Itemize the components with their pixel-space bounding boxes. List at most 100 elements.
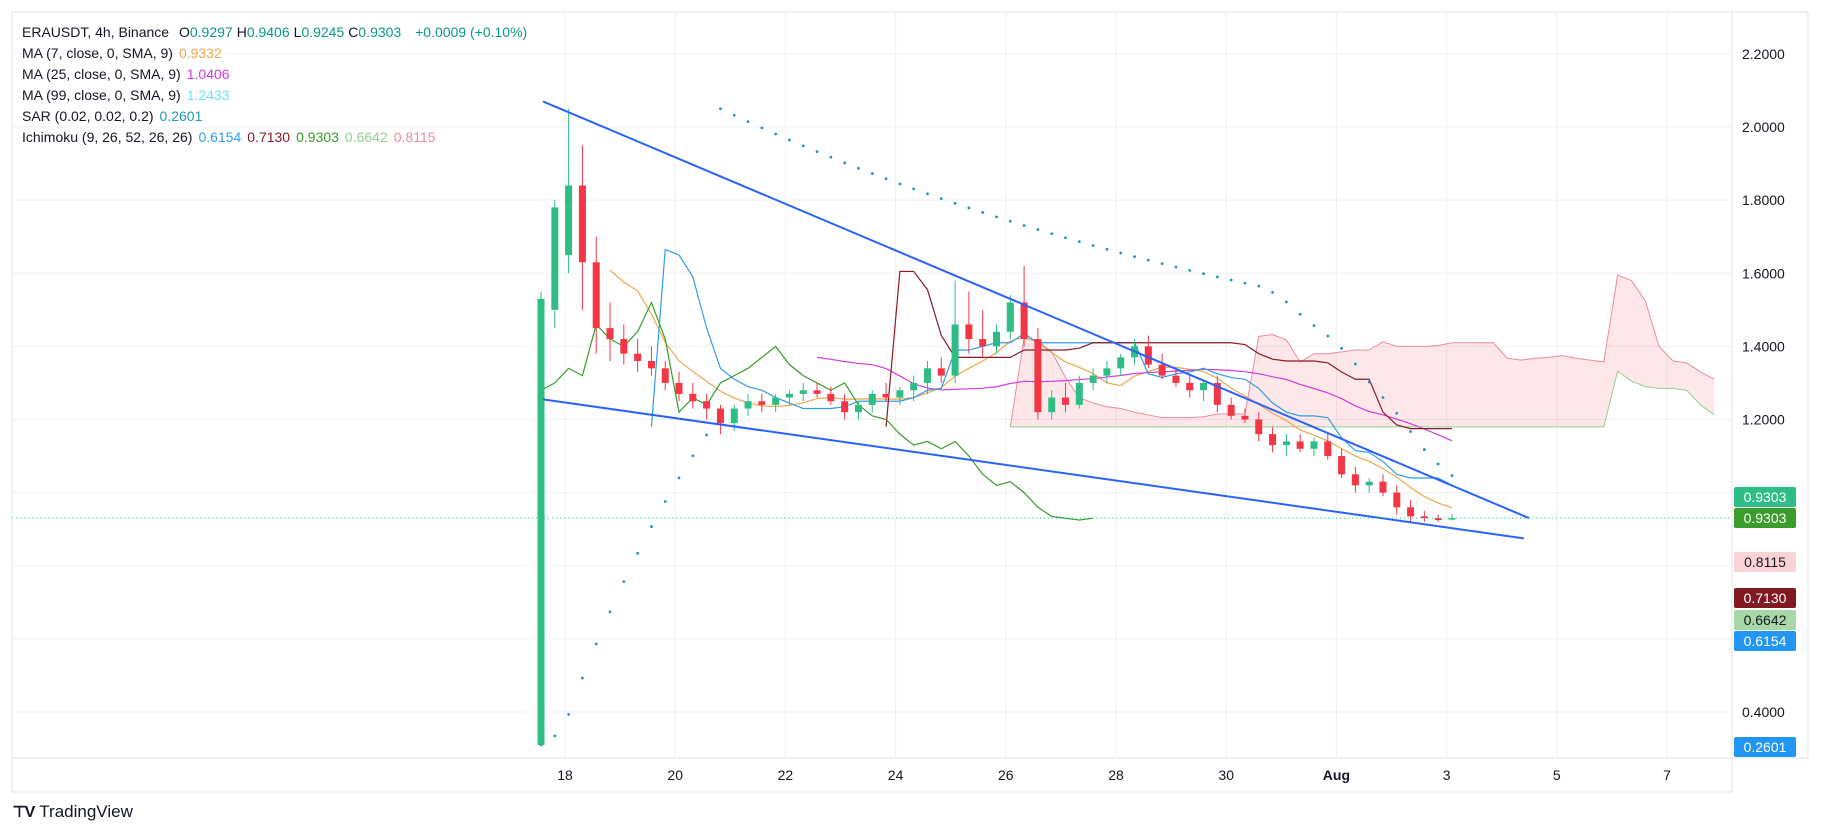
sar-dot bbox=[1202, 272, 1205, 276]
candle[interactable] bbox=[896, 386, 904, 405]
candle[interactable] bbox=[592, 236, 600, 354]
candle[interactable] bbox=[1365, 478, 1373, 493]
candle[interactable] bbox=[551, 200, 559, 329]
candle-body bbox=[1048, 397, 1056, 413]
ichimoku-cloud bbox=[1009, 274, 1715, 428]
candle[interactable] bbox=[744, 393, 752, 416]
candle-body bbox=[1282, 441, 1290, 446]
chart-pane[interactable] bbox=[11, 11, 1733, 759]
candle[interactable] bbox=[813, 382, 821, 398]
candle[interactable] bbox=[1200, 379, 1208, 402]
candle[interactable] bbox=[1117, 353, 1125, 376]
candle[interactable] bbox=[689, 382, 697, 409]
candle-body bbox=[1338, 456, 1346, 475]
price-tag-bg bbox=[1734, 588, 1796, 608]
candle[interactable] bbox=[979, 309, 987, 358]
candle[interactable] bbox=[1255, 412, 1263, 442]
ohlc-h: H0.9406 bbox=[237, 24, 290, 40]
candle[interactable] bbox=[882, 382, 890, 402]
candle[interactable] bbox=[1269, 426, 1277, 453]
candle-body bbox=[744, 401, 752, 409]
candle[interactable] bbox=[785, 390, 793, 405]
candle[interactable] bbox=[1338, 448, 1346, 478]
sar-dot bbox=[1174, 265, 1178, 269]
x-tick-label: 24 bbox=[888, 767, 904, 783]
candle[interactable] bbox=[799, 382, 807, 402]
candle[interactable] bbox=[1448, 514, 1456, 521]
indicator-row[interactable]: Ichimoku (9, 26, 52, 26, 26) 0.6154 0.7130… bbox=[22, 127, 533, 148]
candles[interactable] bbox=[537, 108, 1456, 745]
price-tag-label: 0.8115 bbox=[1744, 554, 1786, 570]
candle[interactable] bbox=[910, 375, 918, 402]
indicator-label: MA (99, close, 0, SMA, 9) bbox=[22, 87, 181, 103]
candle[interactable] bbox=[1020, 265, 1028, 347]
candle[interactable] bbox=[675, 371, 683, 402]
candle[interactable] bbox=[1062, 382, 1070, 413]
time-scale[interactable] bbox=[11, 757, 1733, 793]
ohlc-values: O0.9297 H0.9406 L0.9245 C0.9303 bbox=[179, 24, 405, 40]
candle[interactable] bbox=[951, 280, 959, 383]
candle[interactable] bbox=[1089, 368, 1097, 391]
candle[interactable] bbox=[703, 393, 711, 420]
candle[interactable] bbox=[854, 401, 862, 420]
candle[interactable] bbox=[1241, 408, 1249, 424]
ohlc-value: 0.9245 bbox=[301, 24, 345, 40]
candle[interactable] bbox=[1407, 499, 1415, 522]
candle[interactable] bbox=[923, 361, 931, 394]
candle[interactable] bbox=[1434, 514, 1442, 522]
candle[interactable] bbox=[841, 393, 849, 420]
candle[interactable] bbox=[993, 324, 1000, 354]
price-tag: 0.7130 bbox=[1734, 588, 1796, 608]
candle[interactable] bbox=[578, 145, 586, 310]
trendlines[interactable] bbox=[12, 100, 1732, 540]
indicator-row[interactable]: MA (25, close, 0, SMA, 9) 1.0406 bbox=[22, 64, 533, 85]
indicator-row[interactable]: SAR (0.02, 0.02, 0.2) 0.2601 bbox=[22, 106, 533, 127]
indicator-row[interactable]: MA (7, close, 0, SMA, 9) 0.9332 bbox=[22, 43, 533, 64]
sar-dot bbox=[1050, 232, 1054, 236]
candle[interactable] bbox=[1282, 434, 1290, 457]
candle[interactable] bbox=[772, 393, 780, 413]
candle[interactable] bbox=[1048, 390, 1056, 420]
candle[interactable] bbox=[606, 302, 614, 362]
candle-body bbox=[1407, 507, 1415, 517]
candle[interactable] bbox=[868, 390, 876, 413]
candle[interactable] bbox=[1420, 510, 1428, 522]
x-tick-label: 20 bbox=[667, 767, 683, 783]
candle[interactable] bbox=[1103, 361, 1111, 383]
trendline[interactable] bbox=[542, 100, 1530, 520]
trendline[interactable] bbox=[542, 398, 1524, 540]
candle[interactable] bbox=[661, 361, 669, 391]
candle-body bbox=[1200, 382, 1208, 391]
candle[interactable] bbox=[1351, 467, 1359, 493]
candle[interactable] bbox=[1075, 375, 1083, 409]
candle[interactable] bbox=[634, 339, 642, 372]
candle[interactable] bbox=[758, 393, 766, 413]
candle[interactable] bbox=[1324, 434, 1332, 460]
sar-dot bbox=[801, 144, 805, 148]
candle[interactable] bbox=[620, 324, 628, 365]
candle[interactable] bbox=[937, 357, 945, 383]
tradingview-brand[interactable]: ⊤V TradingView bbox=[12, 802, 133, 822]
candle[interactable] bbox=[716, 404, 724, 435]
candle[interactable] bbox=[1296, 434, 1304, 453]
candle[interactable] bbox=[1172, 368, 1180, 387]
candle[interactable] bbox=[1034, 328, 1042, 420]
sar-dot bbox=[581, 676, 584, 680]
candle[interactable] bbox=[827, 386, 835, 405]
candle[interactable] bbox=[965, 291, 973, 354]
candle[interactable] bbox=[1310, 437, 1318, 457]
candle[interactable] bbox=[1158, 353, 1166, 380]
candle[interactable] bbox=[1144, 335, 1152, 369]
candle[interactable] bbox=[1393, 485, 1401, 515]
indicator-row[interactable]: MA (99, close, 0, SMA, 9) 1.2433 bbox=[22, 85, 533, 106]
candle[interactable] bbox=[1227, 397, 1235, 420]
candle[interactable] bbox=[1006, 295, 1014, 340]
candle[interactable] bbox=[565, 108, 573, 274]
sar-dot bbox=[1091, 244, 1095, 247]
candle[interactable] bbox=[647, 346, 655, 376]
candle[interactable] bbox=[1186, 375, 1194, 398]
candle[interactable] bbox=[1213, 375, 1221, 413]
candle-body bbox=[1227, 404, 1235, 416]
candle[interactable] bbox=[1379, 474, 1387, 497]
